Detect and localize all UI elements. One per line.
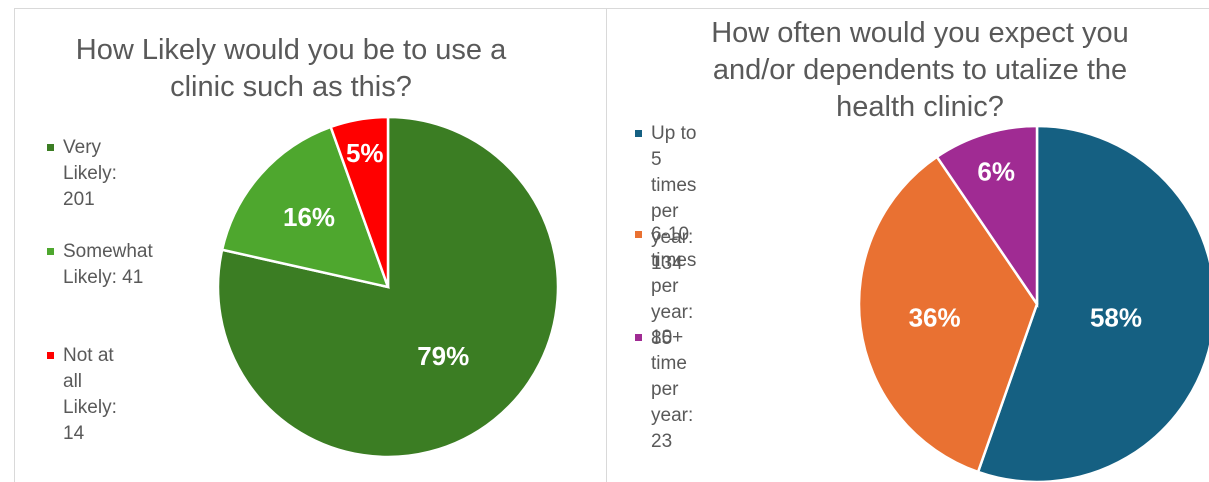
pie-data-label: 36%: [909, 302, 961, 332]
legend-item-very-likely[interactable]: Very Likely: 201: [47, 135, 117, 213]
legend-item-6-10[interactable]: 6-10 times per year: 85: [635, 222, 696, 352]
chart-title: How Likely would you be to use a clinic …: [15, 32, 567, 106]
pie-slice[interactable]: [329, 115, 390, 288]
chart-title-line: How Likely would you be to use a: [75, 34, 507, 66]
chart-title-line: and/or dependents to utalize the: [712, 54, 1128, 86]
legend-label: Very Likely: 201: [63, 137, 117, 210]
legend-swatch: [635, 334, 642, 341]
chart-panel-frequency: How often would you expect you and/or de…: [606, 8, 1209, 482]
pie-slice[interactable]: [220, 125, 390, 289]
pie-slice[interactable]: [935, 124, 1039, 309]
pie-chart: 79% 16% 5%: [216, 115, 560, 459]
legend-swatch: [635, 130, 642, 137]
legend-swatch: [635, 231, 642, 238]
pie-data-label: 6%: [977, 156, 1015, 186]
pie-chart: 58% 36% 6%: [857, 124, 1209, 482]
pie-data-label: 16%: [283, 202, 335, 232]
legend-swatch: [47, 144, 54, 151]
legend-item-somewhat-likely[interactable]: Somewhat Likely: 41: [47, 239, 153, 291]
legend-item-up-to-5[interactable]: Up to 5 times per year: 134: [635, 121, 696, 277]
legend-swatch: [47, 248, 54, 255]
legend-label: Somewhat Likely: 41: [63, 241, 153, 288]
chart-title-line: health clinic?: [836, 91, 1004, 123]
legend-label: Not at all Likely: 14: [63, 345, 117, 444]
chart-title-line: clinic such as this?: [170, 71, 412, 103]
chart-title-line: How often would you expect you: [711, 17, 1129, 49]
pie-data-label: 5%: [346, 138, 384, 168]
chart-panel-likelihood: How Likely would you be to use a clinic …: [14, 8, 607, 482]
pie-data-label: 58%: [1090, 302, 1142, 332]
pie-slice[interactable]: [857, 155, 1039, 474]
pie-slice[interactable]: [976, 124, 1209, 482]
legend-label: 6-10 times per year: 85: [651, 224, 697, 349]
legend-item-not-at-all-likely[interactable]: Not at all Likely: 14: [47, 343, 117, 447]
legend-swatch: [47, 352, 54, 359]
legend-label: Up to 5 times per year: 134: [651, 123, 697, 274]
legend-item-10-plus[interactable]: 10+ time per year: 23: [635, 325, 693, 455]
legend-label: 10+ time per year: 23: [651, 327, 694, 452]
pie-data-label: 79%: [417, 341, 469, 371]
chart-title: How often would you expect you and/or de…: [607, 15, 1209, 126]
